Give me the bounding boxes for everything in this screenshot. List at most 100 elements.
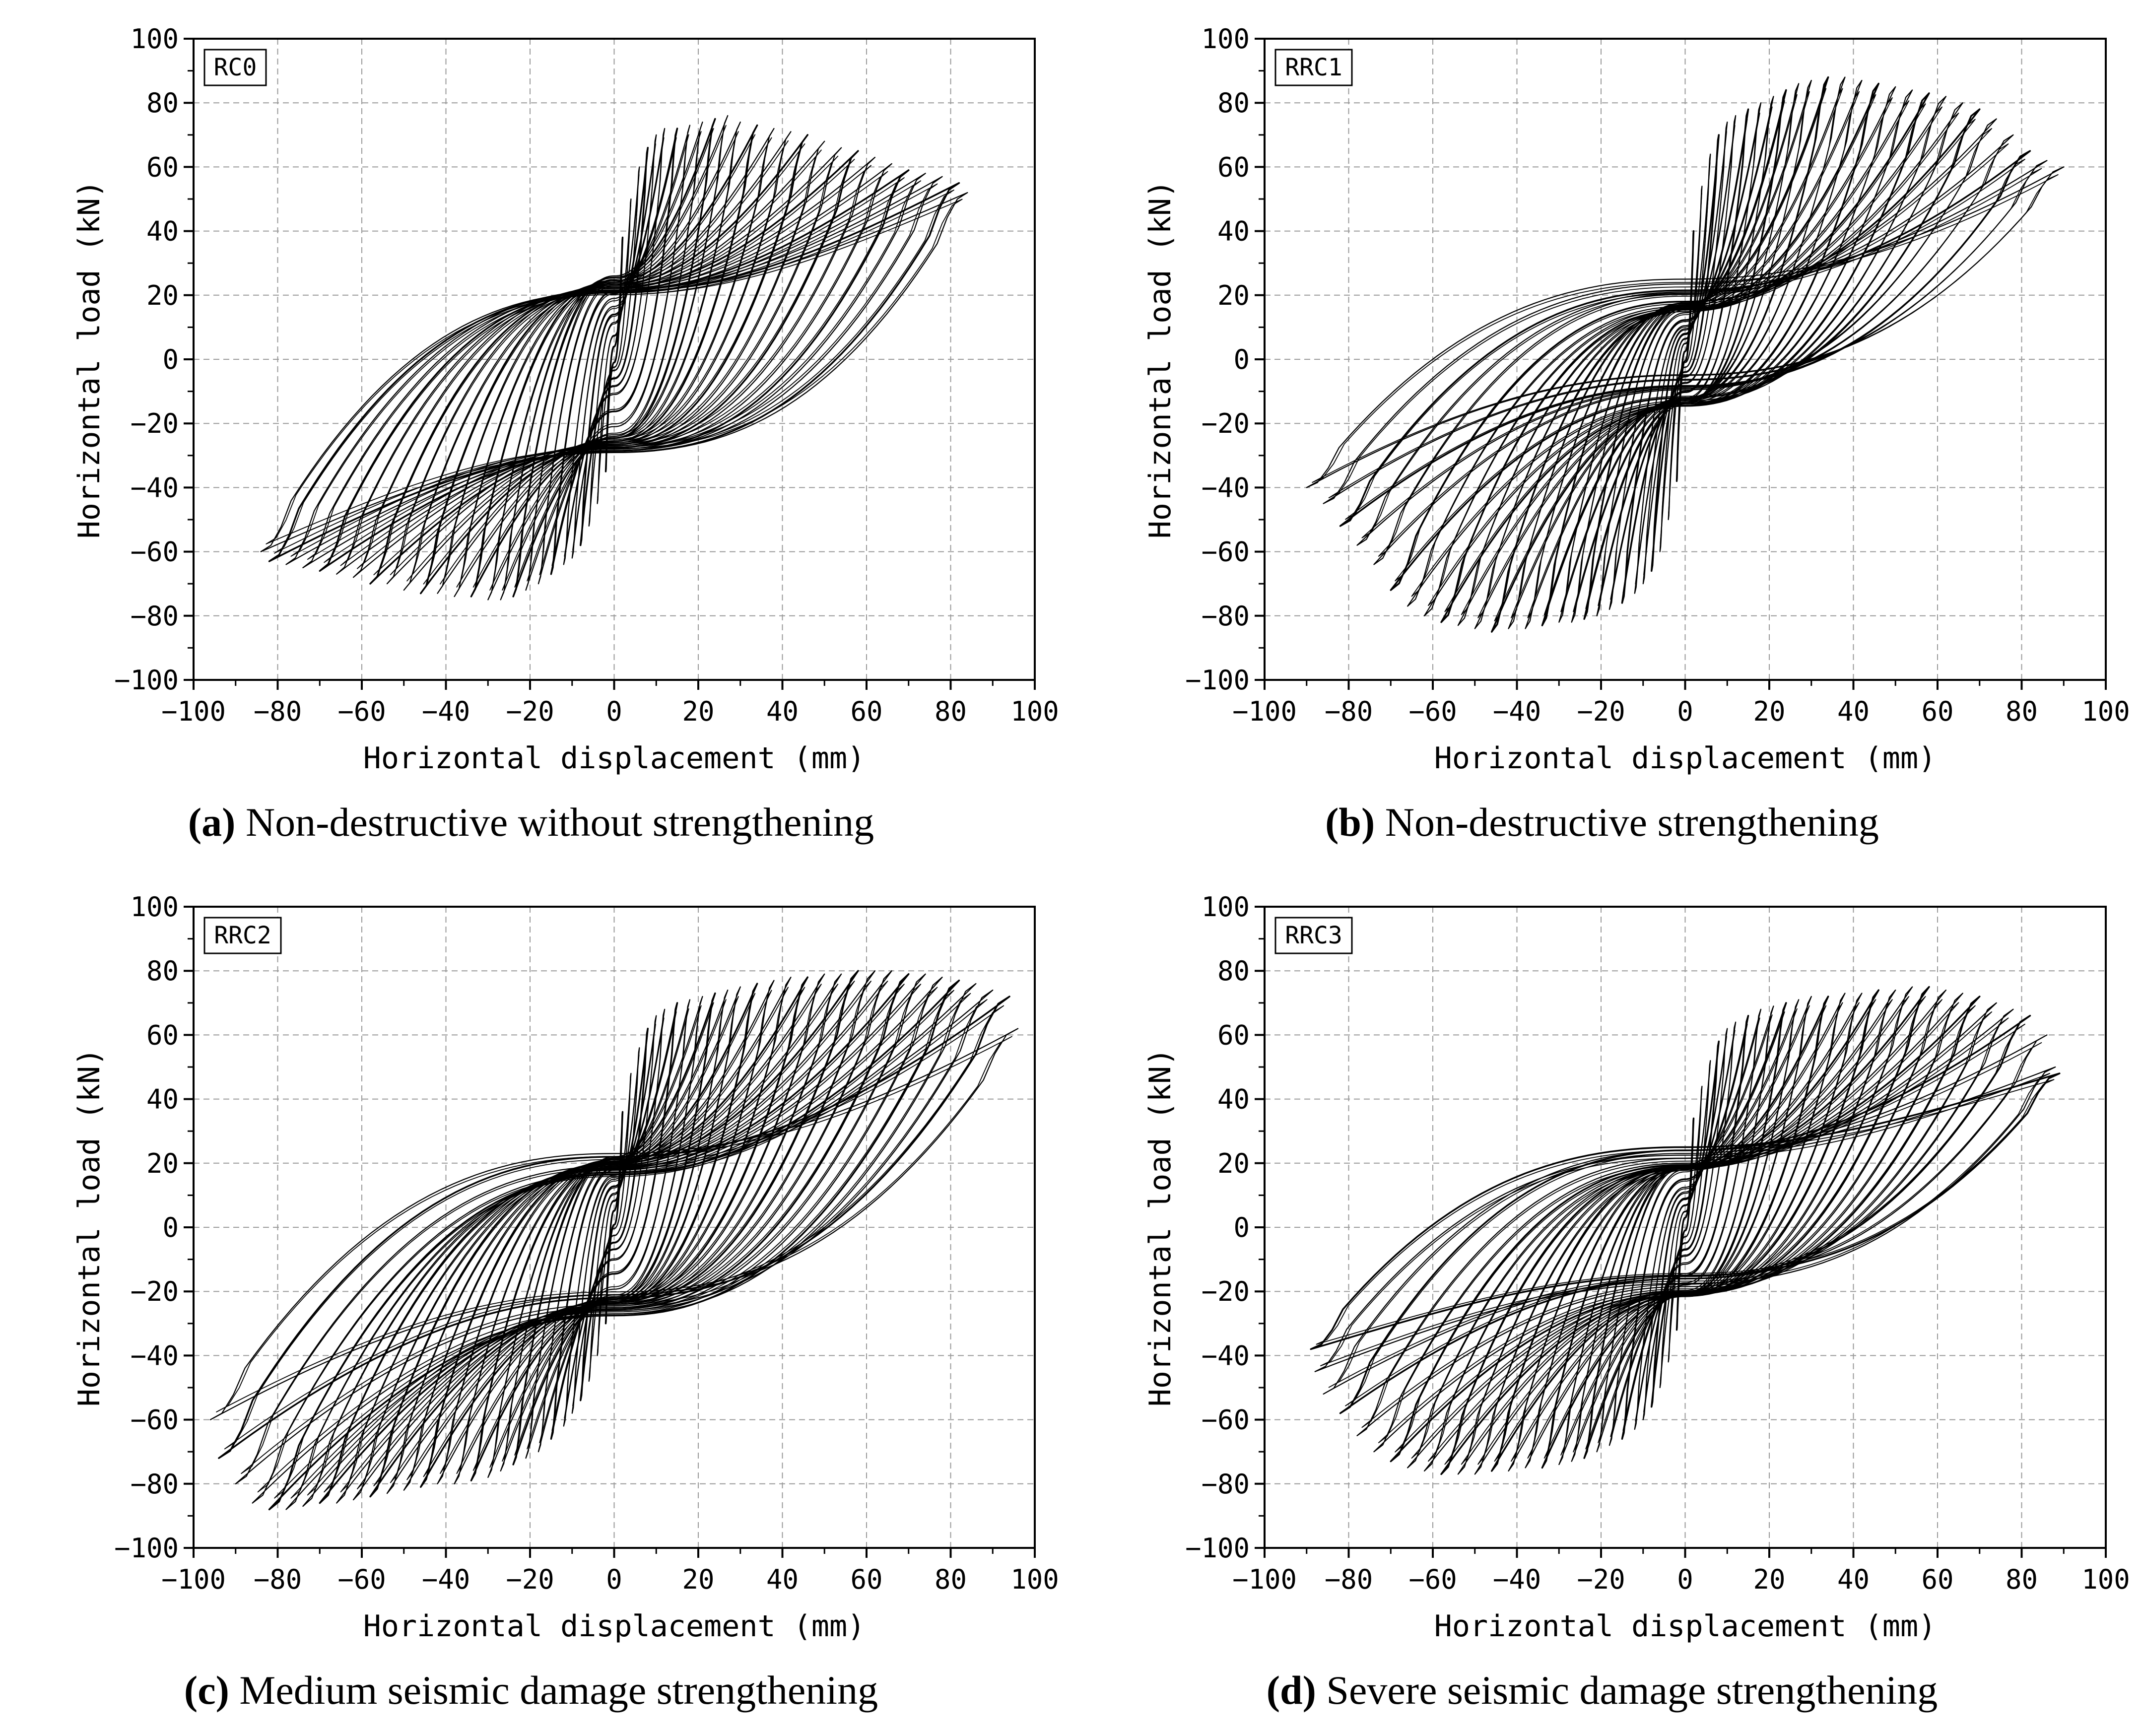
hysteresis-loop xyxy=(1373,1002,1997,1453)
caption-text: Non-destructive strengthening xyxy=(1385,800,1879,845)
x-tick-label: 60 xyxy=(850,1564,882,1595)
specimen-tag: RRC3 xyxy=(1285,922,1342,949)
hysteresis-loop xyxy=(369,970,859,1498)
x-tick-label: −80 xyxy=(254,696,302,727)
x-tick-label: 20 xyxy=(682,1564,714,1595)
x-tick-label: −80 xyxy=(254,1564,302,1595)
y-tick-label: 40 xyxy=(146,216,179,247)
hysteresis-loop xyxy=(512,118,716,598)
hysteresis-loop-repeat xyxy=(440,987,789,1474)
x-tick-label: 100 xyxy=(2081,696,2130,727)
hysteresis-loop xyxy=(1310,1072,2061,1350)
y-tick-label: 60 xyxy=(1217,151,1250,183)
x-tick-label: −20 xyxy=(1577,1564,1625,1595)
y-tick-label: −20 xyxy=(1201,1276,1250,1307)
chart-panel-rrc3: −100 −80 −60 −40 −20 0 20 40 60 80 100 −100 −80 −60 −4… xyxy=(1071,868,2142,1736)
hysteresis-loop-repeat xyxy=(357,165,871,569)
hysteresis-loop xyxy=(500,989,729,1472)
hysteresis-loop-repeat xyxy=(1651,1048,1719,1401)
y-tick-label: −60 xyxy=(130,536,179,568)
x-tick-label: −40 xyxy=(1493,1564,1541,1595)
hysteresis-loop xyxy=(1423,989,1947,1472)
x-tick-label: 0 xyxy=(1677,1564,1693,1595)
hysteresis-loop xyxy=(1323,160,2048,504)
hysteresis-series xyxy=(260,115,968,601)
hysteresis-loop xyxy=(336,970,892,1504)
x-tick-label: −20 xyxy=(506,1564,554,1595)
y-tick-label: −100 xyxy=(114,665,179,696)
hysteresis-loop-repeat xyxy=(514,1002,714,1456)
specimen-tag: RC0 xyxy=(214,54,257,81)
y-tick-label: 80 xyxy=(146,955,179,987)
x-tick-label: −60 xyxy=(1408,1564,1457,1595)
hysteresis-loop xyxy=(1583,89,1787,620)
hysteresis-loop xyxy=(454,128,775,598)
hysteresis-loop xyxy=(525,996,703,1459)
y-axis-title: Horizontal load (kN) xyxy=(72,180,107,538)
hysteresis-loop xyxy=(386,147,842,585)
y-tick-label: 80 xyxy=(146,87,179,119)
hysteresis-loop xyxy=(268,182,960,562)
y-axis-title: Horizontal load (kN) xyxy=(1143,180,1178,538)
hysteresis-loop-repeat xyxy=(274,190,954,554)
y-tick-label: 100 xyxy=(1201,891,1250,923)
hysteresis-loop-repeat xyxy=(605,1116,623,1320)
x-tick-label: 80 xyxy=(2006,696,2038,727)
y-tick-label: 60 xyxy=(146,1019,179,1051)
hysteresis-loop-repeat xyxy=(406,984,822,1480)
hysteresis-loop-repeat xyxy=(456,990,772,1474)
y-tick-label: 20 xyxy=(1217,1148,1250,1179)
x-tick-label: 40 xyxy=(1837,696,1870,727)
chart-svg-rrc2: −100 −80 −60 −40 −20 0 20 40 60 80 100 −100 −80 −60 −4… xyxy=(72,891,1059,1644)
hysteresis-loop xyxy=(1339,1014,2031,1414)
hysteresis-loop-repeat xyxy=(274,990,954,1499)
y-tick-label: −60 xyxy=(1201,1404,1250,1436)
hysteresis-loop xyxy=(437,131,792,594)
hysteresis-loop xyxy=(487,986,741,1478)
x-axis-title: Horizontal displacement (mm) xyxy=(1434,1609,1936,1644)
x-tick-label: 0 xyxy=(606,1564,622,1595)
x-tick-label: −40 xyxy=(422,1564,470,1595)
specimen-tag-box xyxy=(1274,917,1353,954)
y-tick-label: 100 xyxy=(1201,23,1250,55)
chart-panel-rrc2: −100 −80 −60 −40 −20 0 20 40 60 80 100 −100 −80 −60 −4… xyxy=(0,868,1071,1736)
hysteresis-loop-repeat xyxy=(472,134,756,588)
x-tick-label: −60 xyxy=(337,696,386,727)
y-tick-label: 40 xyxy=(1217,216,1250,247)
y-tick-label: −60 xyxy=(130,1404,179,1436)
hysteresis-loop-repeat xyxy=(440,140,789,585)
x-tick-label: −100 xyxy=(1232,1564,1297,1595)
x-tick-label: 60 xyxy=(1921,696,1953,727)
y-axis-title: Horizontal load (kN) xyxy=(1143,1048,1178,1406)
chart-panel-rrc1: −100 −80 −60 −40 −20 0 20 40 60 80 100 −100 −80 −60 −4… xyxy=(1071,0,2142,868)
x-axis-title: Horizontal displacement (mm) xyxy=(363,741,865,776)
y-tick-label: −20 xyxy=(130,408,179,439)
hysteresis-loop xyxy=(403,973,825,1491)
hysteresis-loop xyxy=(1407,993,1963,1469)
hysteresis-series xyxy=(209,970,1019,1511)
specimen-tag: RRC1 xyxy=(1285,54,1342,81)
x-tick-label: 40 xyxy=(766,1564,799,1595)
hysteresis-loop-repeat xyxy=(224,1005,1004,1450)
hysteresis-loop-repeat xyxy=(1378,1011,1993,1443)
hysteresis-loop xyxy=(437,977,792,1484)
hysteresis-loop xyxy=(487,121,741,601)
hysteresis-loop xyxy=(235,989,994,1484)
hysteresis-loop xyxy=(420,976,808,1488)
specimen-tag-box xyxy=(1274,49,1353,86)
hysteresis-loop-repeat xyxy=(502,999,727,1462)
x-tick-label: 100 xyxy=(2081,1564,2130,1595)
y-tick-label: 20 xyxy=(1217,280,1250,311)
y-tick-label: −80 xyxy=(1201,601,1250,632)
y-tick-label: −80 xyxy=(130,1469,179,1500)
hysteresis-loop-repeat xyxy=(1598,1014,1773,1443)
x-tick-label: 100 xyxy=(1010,696,1059,727)
y-tick-label: −100 xyxy=(114,1533,179,1564)
y-tick-label: 20 xyxy=(146,280,179,311)
caption-text: Severe seismic damage strengthening xyxy=(1326,1668,1938,1713)
hysteresis-loop-repeat xyxy=(241,999,988,1474)
caption-letter: (a) xyxy=(188,800,236,845)
hysteresis-loop xyxy=(386,973,842,1494)
hysteresis-loop xyxy=(319,169,910,572)
caption-a: (a) Non-destructive without strengthenin… xyxy=(0,799,1062,846)
